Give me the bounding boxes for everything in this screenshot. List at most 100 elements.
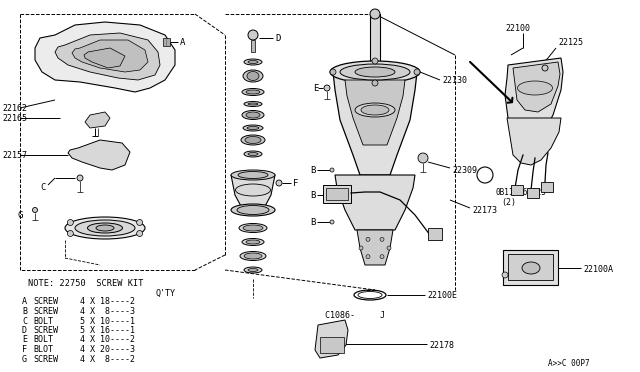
- Bar: [251, 40, 255, 52]
- Ellipse shape: [96, 225, 114, 231]
- Ellipse shape: [240, 251, 266, 260]
- Circle shape: [366, 255, 370, 259]
- Text: BOLT: BOLT: [33, 317, 53, 326]
- Text: A: A: [180, 38, 186, 46]
- Circle shape: [276, 180, 282, 186]
- Circle shape: [414, 69, 420, 75]
- Ellipse shape: [244, 253, 262, 259]
- Text: F: F: [22, 345, 27, 354]
- Bar: [320, 337, 344, 353]
- Text: SCREW: SCREW: [33, 298, 58, 307]
- Text: B: B: [310, 218, 316, 227]
- Ellipse shape: [245, 137, 261, 144]
- Polygon shape: [513, 62, 560, 112]
- Circle shape: [33, 208, 38, 212]
- Text: (2): (2): [501, 198, 516, 206]
- Polygon shape: [357, 230, 393, 265]
- Bar: [503, 250, 558, 285]
- Text: SCREW: SCREW: [33, 307, 58, 316]
- Text: 22125: 22125: [558, 38, 583, 46]
- Text: 22100: 22100: [505, 23, 530, 32]
- Circle shape: [248, 30, 258, 40]
- Text: 0B110-61625: 0B110-61625: [495, 187, 546, 196]
- Circle shape: [380, 237, 384, 241]
- Circle shape: [366, 237, 370, 241]
- Polygon shape: [505, 58, 563, 140]
- Text: NOTE: 22750  SCREW KIT: NOTE: 22750 SCREW KIT: [28, 279, 143, 289]
- Ellipse shape: [244, 102, 262, 106]
- Circle shape: [324, 85, 330, 91]
- Ellipse shape: [246, 90, 260, 94]
- Circle shape: [77, 175, 83, 181]
- Text: 22130: 22130: [442, 76, 467, 84]
- Ellipse shape: [243, 225, 263, 231]
- Polygon shape: [333, 72, 417, 175]
- Text: 4 X  8----2: 4 X 8----2: [80, 355, 135, 363]
- Circle shape: [372, 80, 378, 86]
- Text: G: G: [22, 355, 27, 363]
- Text: E: E: [313, 83, 318, 93]
- Circle shape: [359, 246, 363, 250]
- Text: 22173: 22173: [472, 205, 497, 215]
- Text: 4 X 18----2: 4 X 18----2: [80, 298, 135, 307]
- Ellipse shape: [248, 61, 258, 64]
- Circle shape: [418, 153, 428, 163]
- Text: B: B: [22, 307, 27, 316]
- Ellipse shape: [361, 105, 389, 115]
- Text: 22165: 22165: [2, 113, 27, 122]
- Text: A: A: [22, 298, 27, 307]
- Ellipse shape: [518, 81, 552, 95]
- Ellipse shape: [239, 224, 267, 232]
- Ellipse shape: [244, 151, 262, 157]
- Polygon shape: [507, 118, 561, 165]
- Text: E: E: [22, 336, 27, 344]
- Bar: [428, 228, 442, 240]
- Ellipse shape: [244, 267, 262, 273]
- Ellipse shape: [355, 67, 395, 77]
- Polygon shape: [85, 112, 110, 128]
- Text: 5 X 16----1: 5 X 16----1: [80, 326, 135, 335]
- Polygon shape: [72, 40, 148, 72]
- Ellipse shape: [340, 64, 410, 80]
- Text: Q'TY: Q'TY: [155, 289, 175, 298]
- Polygon shape: [315, 320, 348, 358]
- Text: F: F: [293, 179, 298, 187]
- Text: 22309: 22309: [452, 166, 477, 174]
- Bar: [370, 14, 380, 69]
- Text: 4 X 10----2: 4 X 10----2: [80, 336, 135, 344]
- Circle shape: [330, 220, 334, 224]
- Bar: [527, 188, 539, 198]
- Ellipse shape: [246, 112, 260, 118]
- Ellipse shape: [243, 70, 263, 82]
- Ellipse shape: [237, 205, 269, 215]
- Text: C: C: [22, 317, 27, 326]
- Ellipse shape: [355, 103, 395, 117]
- Circle shape: [372, 58, 378, 64]
- Circle shape: [370, 9, 380, 19]
- Text: 22100E: 22100E: [427, 291, 457, 299]
- Bar: [511, 185, 523, 195]
- Polygon shape: [345, 80, 405, 145]
- Ellipse shape: [231, 170, 275, 180]
- Text: D: D: [22, 326, 27, 335]
- Ellipse shape: [242, 238, 264, 246]
- Ellipse shape: [522, 262, 540, 274]
- Text: 4 X  8----3: 4 X 8----3: [80, 307, 135, 316]
- Ellipse shape: [248, 153, 258, 155]
- Ellipse shape: [238, 171, 268, 179]
- Polygon shape: [68, 140, 130, 170]
- Circle shape: [330, 168, 334, 172]
- Text: BOLT: BOLT: [33, 336, 53, 344]
- Circle shape: [387, 246, 391, 250]
- Bar: [508, 254, 553, 280]
- Circle shape: [502, 272, 508, 278]
- Ellipse shape: [246, 240, 260, 244]
- Circle shape: [380, 255, 384, 259]
- Text: SCREW: SCREW: [33, 355, 58, 363]
- Polygon shape: [55, 33, 160, 80]
- Circle shape: [67, 231, 74, 237]
- Polygon shape: [231, 175, 275, 210]
- Ellipse shape: [247, 71, 259, 80]
- Circle shape: [67, 219, 74, 225]
- Text: 22157: 22157: [2, 151, 27, 160]
